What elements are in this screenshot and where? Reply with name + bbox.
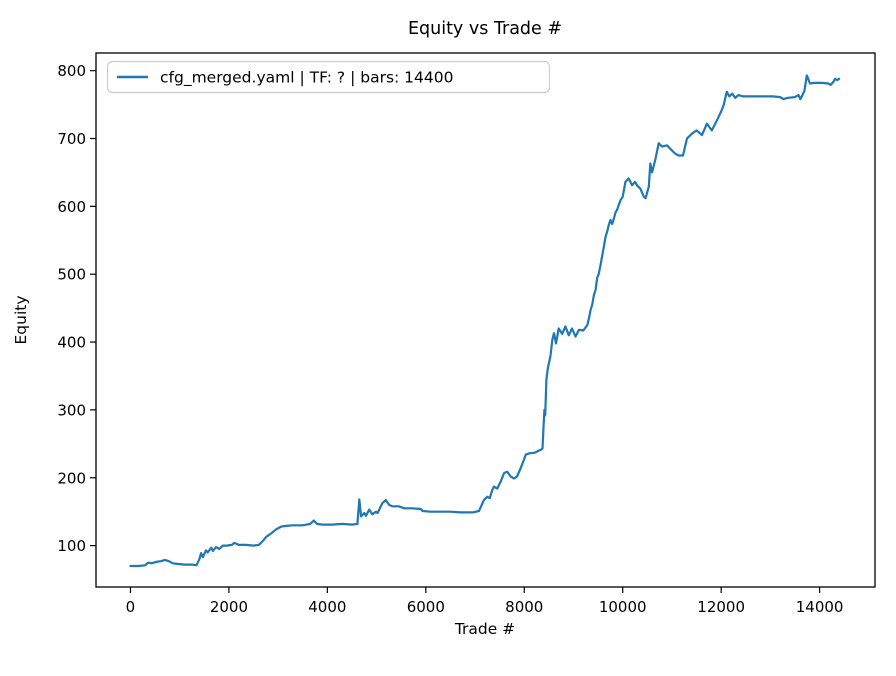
equity-series-line — [129, 74, 841, 568]
legend: cfg_merged.yaml | TF: ? | bars: 14400 — [106, 60, 551, 94]
x-tick-label: 12000 — [697, 598, 745, 616]
y-tick-label: 700 — [57, 130, 86, 148]
legend-box — [106, 60, 551, 94]
y-tick-label: 600 — [57, 198, 86, 216]
y-tick-label: 100 — [57, 537, 86, 555]
x-axis-label: Trade # — [454, 620, 515, 638]
y-axis-label: Equity — [12, 295, 30, 344]
y-tick-label: 400 — [57, 334, 86, 352]
x-tick-label: 14000 — [796, 598, 844, 616]
x-tick-label: 4000 — [308, 598, 346, 616]
y-tick-label: 800 — [57, 62, 86, 80]
y-tick-label: 500 — [57, 266, 86, 284]
x-axis-ticks: 0 2000 4000 6000 8000 10000 12000 14000 — [126, 587, 844, 616]
legend-label: cfg_merged.yaml | TF: ? | bars: 14400 — [160, 69, 453, 88]
x-tick-label: 6000 — [407, 598, 445, 616]
y-axis-ticks: 100 200 300 400 500 600 700 800 — [57, 62, 96, 555]
y-tick-label: 200 — [57, 469, 86, 487]
x-tick-label: 2000 — [210, 598, 248, 616]
y-tick-label: 300 — [57, 401, 86, 419]
x-tick-label: 10000 — [599, 598, 647, 616]
plot-area-border — [95, 52, 876, 588]
chart-title: Equity vs Trade # — [408, 19, 562, 39]
x-tick-label: 8000 — [505, 598, 543, 616]
x-tick-label: 0 — [126, 598, 136, 616]
